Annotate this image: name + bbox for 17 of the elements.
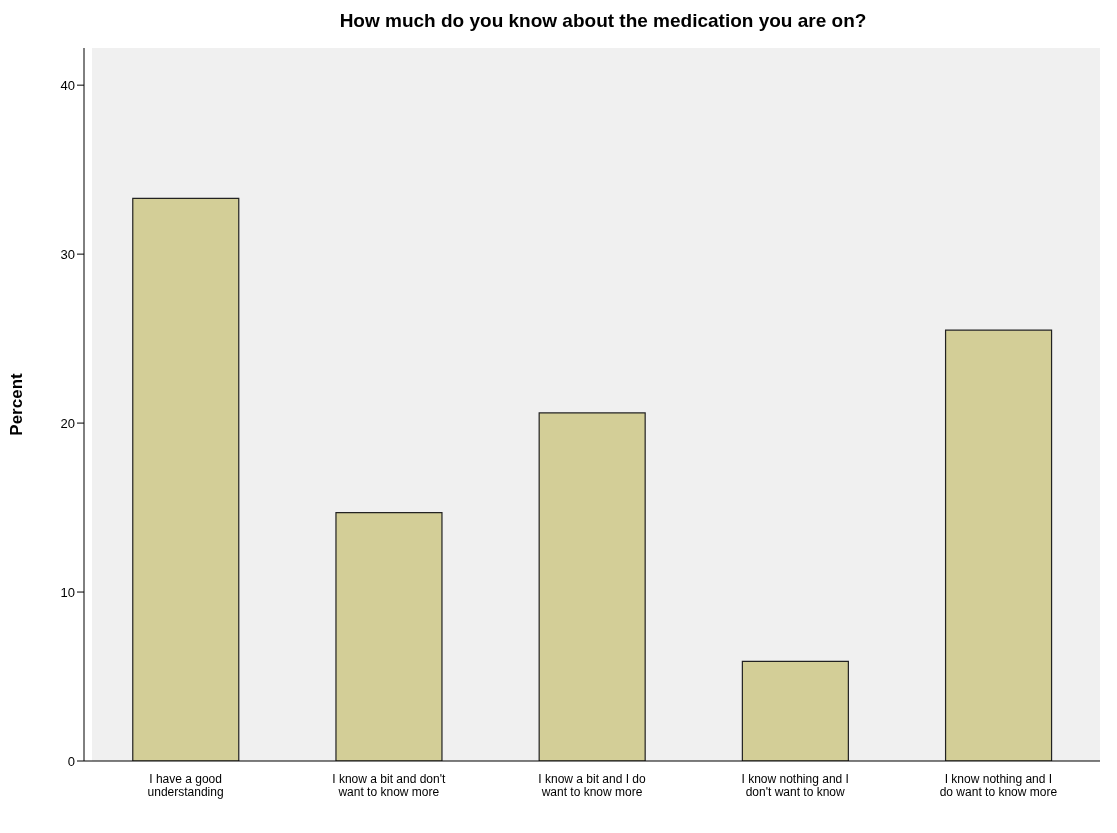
x-tick-label: I have a good understanding xyxy=(147,772,224,799)
x-tick-label: I know a bit and don't want to know more xyxy=(332,772,446,799)
y-axis-title: Percent xyxy=(7,372,27,436)
y-tick-label: 30 xyxy=(60,246,75,262)
y-tick-label: 40 xyxy=(60,77,75,93)
y-tick-label: 0 xyxy=(67,753,75,769)
chart-title: How much do you know about the medication you are on? xyxy=(338,10,868,32)
y-tick-label: 20 xyxy=(60,415,75,431)
x-tick-label: I know nothing and I do want to know more xyxy=(939,772,1058,799)
x-tick-label: I know nothing and I don't want to know xyxy=(741,772,849,799)
x-tick-label: I know a bit and I do want to know more xyxy=(538,772,647,799)
bar xyxy=(132,197,240,761)
bar xyxy=(335,512,443,761)
bar xyxy=(538,412,646,761)
y-tick-label: 10 xyxy=(60,584,75,600)
bar xyxy=(741,660,849,761)
bar xyxy=(944,329,1053,761)
